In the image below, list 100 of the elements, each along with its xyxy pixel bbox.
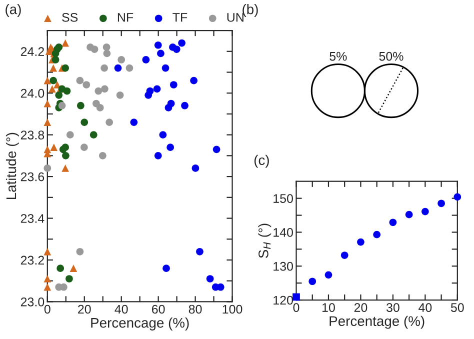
text: (a) bbox=[6, 4, 21, 17]
point bbox=[114, 64, 122, 72]
point bbox=[116, 92, 124, 99]
y-tick-label: 23.8 bbox=[20, 130, 44, 140]
point bbox=[157, 50, 164, 58]
point bbox=[159, 131, 167, 138]
x-tick-label: 60 bbox=[152, 304, 165, 314]
point bbox=[100, 64, 108, 72]
point bbox=[162, 264, 170, 272]
point bbox=[389, 218, 397, 226]
point bbox=[144, 92, 152, 99]
y-tick-label: 23.2 bbox=[20, 256, 44, 265]
point bbox=[454, 193, 462, 201]
x-tick-label: 100 bbox=[222, 304, 242, 314]
x-tick-label: 20 bbox=[78, 304, 91, 314]
x-tick-label: 0 bbox=[293, 303, 300, 312]
point bbox=[192, 164, 200, 172]
point bbox=[62, 39, 70, 47]
legend-label: TF bbox=[172, 13, 188, 22]
point bbox=[324, 271, 332, 279]
point bbox=[66, 131, 74, 138]
point bbox=[206, 275, 214, 282]
point bbox=[212, 146, 220, 154]
point bbox=[77, 102, 84, 110]
x-tick-label: 40 bbox=[114, 304, 128, 314]
point bbox=[340, 252, 348, 259]
text: 5% bbox=[330, 52, 347, 61]
point bbox=[48, 85, 56, 93]
point bbox=[142, 56, 150, 64]
point bbox=[44, 100, 52, 108]
point bbox=[56, 264, 64, 272]
point bbox=[422, 208, 429, 216]
point bbox=[308, 278, 316, 286]
x-tick-label: 40 bbox=[418, 303, 432, 312]
y-tick-label: 140 bbox=[274, 228, 293, 237]
y-tick-label: 23.6 bbox=[20, 172, 44, 182]
point bbox=[66, 275, 73, 282]
point bbox=[55, 92, 63, 99]
point bbox=[90, 131, 98, 138]
point bbox=[106, 118, 114, 126]
point bbox=[126, 64, 134, 72]
point bbox=[44, 248, 52, 256]
y-axis-title: S$_{H}$ (°) bbox=[258, 224, 272, 258]
point bbox=[96, 104, 104, 112]
y-tick-label: 24.2 bbox=[20, 47, 44, 56]
legend-label: SS bbox=[62, 12, 78, 22]
point bbox=[62, 164, 70, 172]
point bbox=[80, 144, 88, 152]
y-tick-label: 23.4 bbox=[20, 214, 44, 223]
x-axis-title: Percentage (%) bbox=[330, 316, 424, 329]
point bbox=[154, 41, 162, 49]
point bbox=[438, 200, 445, 208]
x-tick-label: 30 bbox=[386, 303, 400, 312]
point bbox=[80, 118, 88, 126]
point bbox=[52, 56, 60, 64]
point bbox=[405, 210, 413, 218]
point bbox=[44, 76, 52, 84]
point bbox=[62, 64, 70, 72]
point bbox=[76, 76, 84, 84]
point bbox=[44, 164, 52, 172]
point bbox=[196, 248, 204, 256]
point bbox=[166, 144, 174, 152]
text: (b) bbox=[242, 4, 258, 17]
point bbox=[130, 118, 138, 126]
point bbox=[63, 87, 71, 95]
y-tick-label: 150 bbox=[274, 194, 293, 203]
point bbox=[164, 104, 172, 112]
x-tick-label: 0 bbox=[44, 304, 50, 314]
x-tick-label: 10 bbox=[322, 303, 335, 312]
point bbox=[181, 102, 188, 110]
point bbox=[44, 118, 52, 126]
point bbox=[50, 144, 58, 152]
point bbox=[94, 87, 102, 95]
x-tick-label: 50 bbox=[450, 303, 464, 312]
point bbox=[50, 76, 57, 84]
point bbox=[162, 64, 170, 72]
point bbox=[99, 152, 106, 160]
text: (c) bbox=[254, 154, 269, 168]
point bbox=[44, 283, 52, 291]
point bbox=[154, 152, 162, 160]
y-tick-label: 120 bbox=[274, 296, 293, 305]
point bbox=[172, 46, 180, 53]
point bbox=[357, 238, 364, 246]
legend-label: NF bbox=[118, 13, 134, 22]
x-tick-label: 20 bbox=[354, 303, 368, 312]
point bbox=[178, 39, 186, 47]
x-tick-label: 80 bbox=[188, 304, 202, 314]
text: 50% bbox=[379, 52, 404, 61]
point bbox=[70, 264, 78, 272]
y-tick-label: 24.0 bbox=[20, 88, 44, 98]
y-axis-title: Latitude (°) bbox=[6, 132, 19, 200]
point bbox=[170, 81, 178, 88]
y-tick-label: 130 bbox=[274, 262, 293, 271]
point bbox=[190, 76, 198, 84]
point bbox=[76, 248, 84, 256]
y-tick-label: 23.0 bbox=[20, 298, 44, 306]
point bbox=[50, 64, 57, 72]
point bbox=[153, 85, 161, 93]
point bbox=[101, 85, 108, 93]
point bbox=[118, 56, 126, 64]
